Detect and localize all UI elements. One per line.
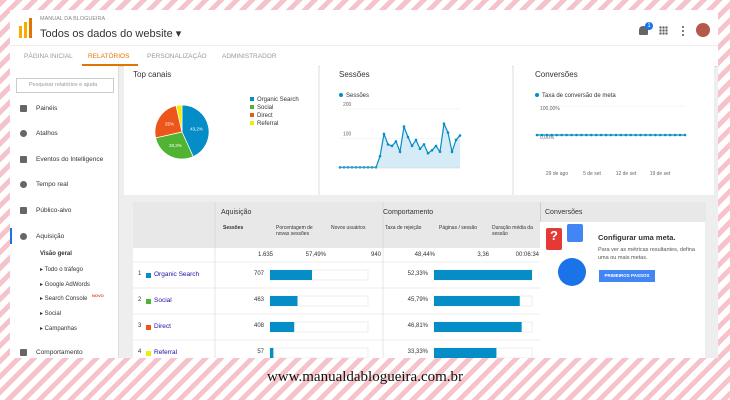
analytics-app: MANUAL DA BLOGUEIRA Todos os dados do we… [10, 10, 718, 358]
card-title: Conversões [535, 70, 578, 79]
goal-text: Para ver as métricas resultantes, defina… [598, 247, 695, 261]
sessions-value: 707 [253, 271, 264, 277]
property-selector[interactable]: Todos os dados do website ▾ [40, 28, 182, 40]
table-header [133, 202, 540, 248]
card [124, 66, 318, 195]
bounce-value: 45,79% [407, 297, 428, 303]
card [514, 66, 714, 195]
channel-swatch [146, 298, 151, 304]
column-header[interactable]: Novos usuários [331, 225, 366, 231]
conversions-header [540, 202, 706, 222]
total: 48,44% [414, 252, 435, 258]
submenu-item[interactable]: ▸ Campanhas [40, 326, 78, 332]
new-badge: NOVO [92, 293, 104, 298]
logo [19, 26, 22, 38]
sessions-value: 463 [253, 297, 264, 303]
channel-link[interactable]: Social [154, 297, 172, 304]
group-header: Comportamento [383, 209, 434, 216]
tab[interactable]: RELATÓRIOS [88, 53, 130, 60]
menu-icon [20, 130, 27, 137]
more-icon[interactable] [682, 25, 684, 36]
channel-swatch [146, 324, 151, 330]
menu-icon [20, 207, 27, 214]
card-title: Top canais [133, 70, 172, 79]
sidebar [10, 66, 119, 358]
property-name[interactable]: Todos os dados do website [40, 28, 173, 40]
column-header[interactable]: Sessões [223, 225, 244, 231]
list-icon [567, 224, 583, 242]
card-title: Sessões [339, 70, 370, 79]
menu-item[interactable]: Painéis [36, 105, 58, 112]
total: 1.635 [257, 252, 273, 258]
flag-icon [558, 258, 586, 286]
menu-item[interactable]: Tempo real [36, 181, 69, 188]
active-tab-underline [82, 64, 138, 66]
menu-icon [20, 105, 27, 112]
row-index: 1 [138, 271, 142, 277]
column-header[interactable]: Páginas / sessão [439, 225, 478, 231]
active-marker [10, 228, 12, 244]
channel-swatch [146, 272, 151, 278]
tab[interactable]: ADMINISTRADOR [222, 53, 277, 60]
column-header[interactable]: Taxa de rejeição [385, 225, 422, 231]
menu-item[interactable]: Aquisição [36, 233, 65, 240]
row-index: 3 [138, 323, 142, 329]
group-header: Conversões [545, 209, 583, 216]
menu-item[interactable]: Atalhos [36, 130, 58, 137]
channel-link[interactable]: Referral [154, 349, 178, 356]
search-placeholder: Pesquisar relatórios e ajuda [29, 82, 98, 88]
bell-icon[interactable] [639, 26, 648, 35]
total: 57,49% [305, 252, 326, 258]
column-header[interactable]: Duração média da sessão [492, 225, 533, 237]
submenu-item[interactable]: ▸ Social [40, 311, 62, 317]
brand: MANUAL DA BLOGUEIRA [40, 16, 106, 22]
total: 3,36 [477, 252, 489, 258]
apps-icon[interactable] [659, 26, 668, 35]
start-button[interactable]: PRIMEIROS PASSOS [599, 270, 655, 282]
column-header[interactable]: Porcentagem de novas sessões [276, 225, 313, 237]
bounce-value: 46,81% [407, 323, 428, 329]
button-label[interactable]: PRIMEIROS PASSOS [604, 273, 650, 278]
menu-icon [20, 156, 27, 163]
menu-item[interactable]: Comportamento [36, 349, 83, 356]
goal-title: Configurar uma meta. [598, 233, 676, 242]
avatar[interactable] [696, 23, 710, 37]
submenu-item[interactable]: ▸ Search Console [40, 296, 88, 302]
notification-badge: 1 [645, 22, 653, 30]
channel-swatch [146, 350, 151, 356]
total: 00:06:34 [515, 252, 539, 258]
row-index: 2 [138, 297, 142, 303]
submenu-item[interactable]: Visão geral [40, 251, 72, 257]
total: 940 [370, 252, 381, 258]
menu-icon [20, 349, 27, 356]
footer-url: www.manualdablogueira.com.br [266, 369, 464, 385]
channel-link[interactable]: Organic Search [154, 271, 200, 278]
tab[interactable]: PERSONALIZAÇÃO [147, 53, 207, 60]
top-bar [10, 10, 718, 45]
menu-icon [20, 181, 27, 188]
submenu-item[interactable]: ▸ Google AdWords [40, 282, 90, 288]
bounce-value: 52,33% [407, 271, 428, 277]
row-index: 4 [138, 349, 142, 355]
group-header: Aquisição [221, 209, 252, 216]
channel-link[interactable]: Direct [154, 323, 171, 330]
card [320, 66, 512, 195]
help-icon: ? [546, 228, 562, 250]
bounce-value: 33,33% [407, 349, 428, 355]
logo [24, 22, 27, 38]
menu-icon [20, 233, 27, 240]
sessions-value: 57 [257, 349, 264, 355]
menu-item[interactable]: Público-alvo [36, 207, 72, 214]
menu-item[interactable]: Eventos do Intelligence [36, 156, 104, 163]
tab[interactable]: PÁGINA INICIAL [24, 53, 73, 60]
search-box[interactable]: Pesquisar relatórios e ajuda [16, 78, 114, 93]
sessions-value: 408 [253, 323, 264, 329]
submenu-item[interactable]: ▸ Todo o tráfego [40, 267, 83, 273]
logo [29, 18, 32, 38]
